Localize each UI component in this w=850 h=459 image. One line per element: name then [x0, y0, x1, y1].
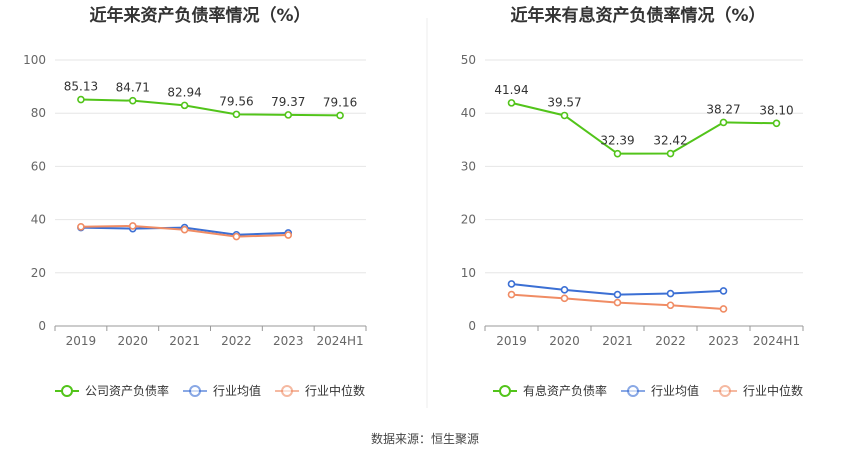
y-tick-label: 0 [38, 319, 46, 333]
legend-item[interactable]: 有息资产负债率 [493, 383, 607, 398]
data-label: 85.13 [64, 80, 98, 94]
x-tick-label: 2024H1 [753, 334, 800, 348]
x-tick-label: 2022 [221, 334, 252, 348]
legend-item[interactable]: 行业中位数 [275, 383, 365, 398]
legend-label: 行业均值 [651, 383, 699, 398]
data-label: 38.27 [706, 102, 740, 116]
y-tick-label: 60 [31, 159, 46, 173]
legend-item[interactable]: 行业中位数 [713, 383, 803, 398]
data-point [772, 119, 781, 128]
data-point [613, 290, 622, 299]
data-point [336, 111, 344, 120]
data-point [128, 222, 137, 230]
y-tick-label: 100 [23, 53, 46, 67]
chart-title: 近年来有息资产负债率情况（%） [510, 5, 765, 26]
x-tick-label: 2020 [117, 334, 148, 348]
data-point [128, 96, 137, 105]
data-point [284, 231, 293, 239]
data-point [232, 232, 241, 241]
data-label: 79.37 [271, 95, 305, 109]
data-point [560, 294, 569, 303]
x-tick-label: 2020 [549, 334, 580, 348]
x-tick-label: 2021 [169, 334, 200, 348]
chart-panel-debt-ratio: 近年来资产负债率情况（%） 0 20 40 60 80 100 2019 2020 2021 202… [23, 5, 367, 398]
y-tick-label: 40 [461, 106, 476, 120]
data-point [719, 305, 728, 313]
legend-item[interactable]: 公司资产负债率 [55, 383, 169, 398]
data-point [507, 280, 516, 288]
legend-label: 有息资产负债率 [523, 383, 607, 398]
x-tick-label: 2024H1 [316, 334, 363, 348]
chart-panel-interest-bearing-debt-ratio: 近年来有息资产负债率情况（%） 0 10 20 30 40 50 2019 2020 2021 20… [461, 5, 804, 398]
y-tick-label: 50 [461, 53, 476, 67]
data-point [719, 287, 728, 295]
legend-marker [627, 385, 640, 397]
y-tick-label: 30 [461, 159, 476, 173]
data-source-label: 数据来源：恒生聚源 [371, 431, 479, 446]
data-label: 84.71 [116, 81, 150, 95]
series-line [511, 101, 777, 155]
legend-item[interactable]: 行业均值 [183, 383, 261, 398]
data-point [666, 149, 675, 158]
data-label: 41.94 [494, 83, 528, 97]
legend-marker [499, 385, 511, 397]
legend-label: 行业中位数 [305, 383, 365, 398]
y-tick-label: 10 [461, 266, 476, 280]
x-tick-label: 2019 [66, 334, 97, 348]
y-tick-label: 20 [31, 266, 46, 280]
data-point [666, 289, 675, 298]
x-tick-label: 2019 [496, 334, 527, 348]
legend-marker [189, 385, 202, 397]
data-label: 79.56 [219, 94, 253, 108]
data-point [613, 298, 622, 307]
data-point [232, 110, 241, 119]
legend-item[interactable]: 行业均值 [621, 383, 699, 398]
data-label: 32.39 [600, 134, 634, 148]
data-point [560, 286, 569, 294]
y-tick-label: 80 [31, 106, 46, 120]
y-tick-label: 0 [468, 319, 476, 333]
data-point [719, 118, 728, 127]
series-line [80, 98, 341, 117]
y-tick-label: 20 [461, 213, 476, 227]
legend-marker [719, 385, 732, 397]
legend-marker [61, 385, 73, 397]
data-label: 38.10 [759, 103, 793, 117]
data-point [507, 290, 516, 299]
data-point [180, 225, 189, 234]
x-tick-label: 2023 [708, 334, 739, 348]
y-tick-label: 40 [31, 213, 46, 227]
data-point [77, 222, 85, 231]
data-label: 32.42 [653, 134, 687, 148]
legend-label: 公司资产负债率 [85, 383, 169, 398]
data-label: 82.94 [167, 85, 201, 99]
data-point [560, 111, 569, 120]
chart-title: 近年来资产负债率情况（%） [89, 5, 310, 26]
legend-label: 行业中位数 [743, 383, 803, 398]
x-tick-label: 2022 [655, 334, 686, 348]
data-label: 79.16 [323, 95, 357, 109]
data-label: 39.57 [547, 95, 581, 109]
x-tick-label: 2023 [273, 334, 304, 348]
data-point [613, 149, 622, 158]
data-point [666, 301, 675, 310]
legend-marker [281, 385, 294, 397]
data-point [77, 95, 85, 104]
legend-label: 行业均值 [213, 383, 261, 398]
data-point [284, 111, 293, 119]
x-tick-label: 2021 [602, 334, 633, 348]
data-point [507, 99, 516, 107]
data-point [180, 101, 189, 110]
